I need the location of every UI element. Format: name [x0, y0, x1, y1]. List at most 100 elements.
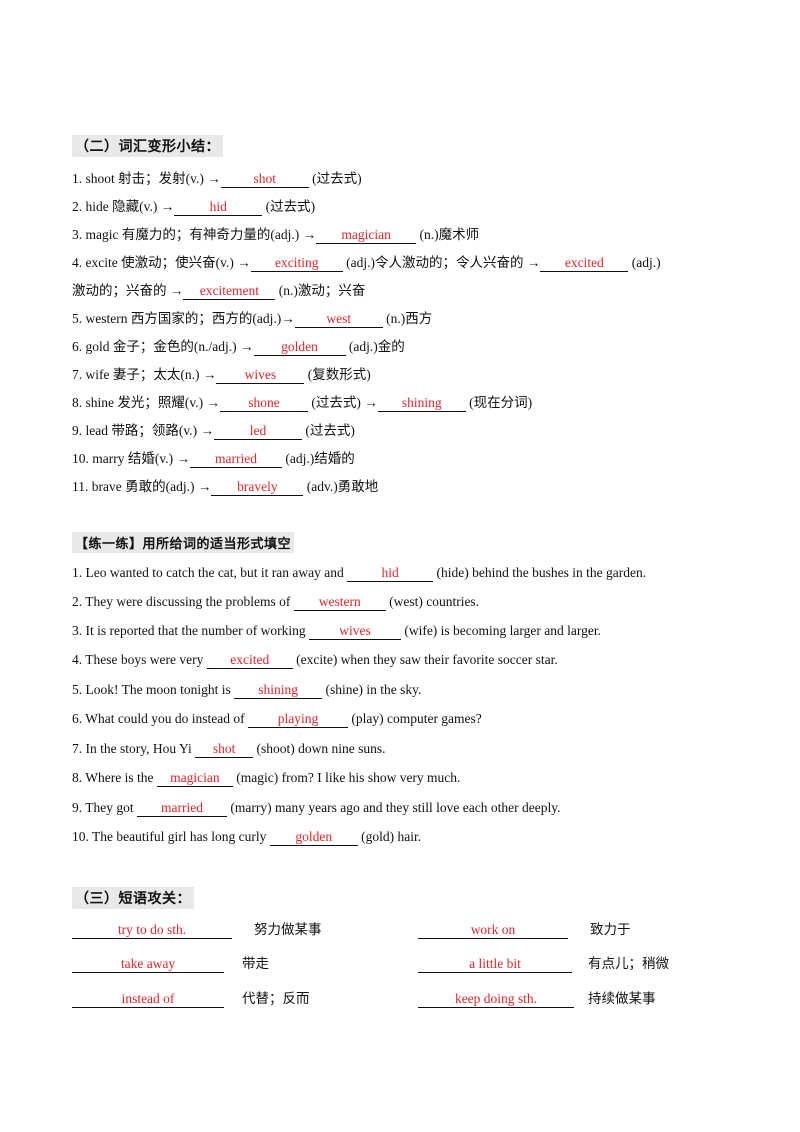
question-text: 5. Look! The moon tonight is — [72, 682, 235, 697]
phrase-meaning: 努力做某事 — [254, 922, 322, 937]
vocab-answer: wives — [216, 367, 305, 384]
vocab-prompt: 7. wife 妻子；太太(n.) → — [72, 367, 217, 382]
vocab-note: (复数形式) — [304, 367, 371, 382]
practice-item-4: 4. These boys were very excited (excite)… — [72, 651, 558, 669]
question-text: (hide) behind the bushes in the garden. — [433, 565, 647, 580]
vocab-answer-2: excited — [540, 255, 629, 272]
question-text: (marry) many years ago and they still lo… — [227, 800, 561, 815]
vocab-note: (n.)魔术师 — [416, 227, 480, 242]
vocab-prompt: 1. shoot 射击；发射(v.) → — [72, 171, 221, 186]
phrase-meaning: 持续做某事 — [588, 991, 656, 1006]
question-text: (play) computer games? — [347, 711, 482, 726]
vocab-prompt: 2. hide 隐藏(v.) → — [72, 199, 175, 214]
vocab-prompt: 3. magic 有魔力的；有神奇力量的(adj.) → — [72, 227, 317, 242]
vocab-note: (adj.)结婚的 — [281, 451, 355, 466]
question-text: 9. They got — [72, 800, 137, 815]
question-text: 2. They were discussing the problems of — [72, 594, 294, 609]
vocab-item-7: 7. wife 妻子；太太(n.) → wives (复数形式) — [72, 366, 371, 384]
practice-item-10: 10. The beautiful girl has long curly go… — [72, 828, 421, 846]
question-text: 1. Leo wanted to catch the cat, but it r… — [72, 565, 348, 580]
vocab-item-4: 4. excite 使激动；使兴奋(v.) → exciting (adj.)令人… — [72, 254, 661, 272]
vocab-answer: led — [213, 423, 302, 440]
practice-item-6: 6. What could you do instead of playing … — [72, 710, 482, 728]
vocab-prompt: 10. marry 结婚(v.) → — [72, 451, 190, 466]
vocab-prompt: 11. brave 勇敢的(adj.) → — [72, 479, 212, 494]
phrase-answer: keep doing sth. — [418, 991, 574, 1008]
practice-item-9: 9. They got married (marry) many years a… — [72, 799, 561, 817]
question-text: (excite) when they saw their favorite so… — [292, 652, 558, 667]
phrase-meaning: 代替；反而 — [242, 991, 310, 1006]
question-text: 4. These boys were very — [72, 652, 207, 667]
practice-item-2: 2. They were discussing the problems of … — [72, 593, 479, 611]
answer-blank: golden — [269, 829, 358, 846]
vocab-answer: bravely — [211, 479, 304, 496]
phrase-meaning: 致力于 — [590, 922, 631, 937]
question-text: (shine) in the sky. — [322, 682, 422, 697]
vocab-item-1: 1. shoot 射击；发射(v.) → shot (过去式) — [72, 170, 362, 188]
vocab-prompt: 4. excite 使激动；使兴奋(v.) → — [72, 255, 251, 270]
phrase-item-right-2: a little bit 有点儿；稍微 — [418, 955, 669, 973]
phrase-answer: take away — [72, 956, 224, 973]
question-text: 7. In the story, Hou Yi — [72, 741, 196, 756]
practice-item-3: 3. It is reported that the number of wor… — [72, 622, 601, 640]
phrase-meaning: 带走 — [242, 956, 269, 971]
practice-item-5: 5. Look! The moon tonight is shining (sh… — [72, 681, 421, 699]
vocab-item-9: 9. lead 带路；领路(v.) → led (过去式) — [72, 422, 355, 440]
question-text: (shoot) down nine suns. — [253, 741, 386, 756]
vocab-prompt: 9. lead 带路；领路(v.) → — [72, 423, 214, 438]
vocab-note: (adv.)勇敢地 — [303, 479, 379, 494]
answer-blank: magician — [156, 770, 233, 787]
vocab-prompt: 6. gold 金子；金色的(n./adj.) → — [72, 339, 254, 354]
phrase-item-left-1: try to do sth. 努力做某事 — [72, 921, 322, 939]
phrase-answer: work on — [418, 922, 568, 939]
section-2-title: （二）词汇变形小结： — [72, 135, 223, 157]
practice-item-1: 1. Leo wanted to catch the cat, but it r… — [72, 564, 646, 582]
answer-blank: shot — [195, 741, 254, 758]
vocab-answer: shone — [220, 395, 308, 412]
vocab-item-11: 11. brave 勇敢的(adj.) → bravely (adv.)勇敢地 — [72, 478, 378, 496]
vocab-note: (n.)激动；兴奋 — [275, 283, 366, 298]
phrase-answer: try to do sth. — [72, 922, 232, 939]
answer-blank: wives — [308, 623, 401, 640]
phrase-meaning: 有点儿；稍微 — [588, 956, 669, 971]
vocab-answer: excitement — [183, 283, 276, 300]
vocab-answer: hid — [174, 199, 263, 216]
phrase-answer: instead of — [72, 991, 224, 1008]
vocab-prompt: 8. shine 发光；照耀(v.) → — [72, 395, 220, 410]
vocab-answer: exciting — [250, 255, 343, 272]
answer-blank: playing — [247, 711, 348, 728]
question-text: 3. It is reported that the number of wor… — [72, 623, 309, 638]
vocab-note: (adj.)令人激动的；令人兴奋的 → — [342, 255, 541, 270]
vocab-prompt: 5. western 西方国家的；西方的(adj.)→ — [72, 311, 295, 326]
vocab-item-6: 6. gold 金子；金色的(n./adj.) → golden (adj.)金的 — [72, 338, 405, 356]
vocab-item-2: 2. hide 隐藏(v.) → hid (过去式) — [72, 198, 315, 216]
vocab-note: (现在分词) — [465, 395, 533, 410]
phrase-item-left-2: take away 带走 — [72, 955, 269, 973]
answer-blank: hid — [347, 565, 434, 582]
question-text: (gold) hair. — [357, 829, 422, 844]
phrase-item-left-3: instead of 代替；反而 — [72, 990, 310, 1008]
vocab-answer-2: shining — [377, 395, 466, 412]
answer-blank: shining — [234, 682, 323, 699]
practice-title: 【练一练】用所给词的适当形式填空 — [72, 532, 295, 553]
vocab-item-10: 10. marry 结婚(v.) → married (adj.)结婚的 — [72, 450, 355, 468]
phrase-item-right-1: work on 致力于 — [418, 921, 631, 939]
vocab-answer: west — [294, 311, 383, 328]
question-text: (wife) is becoming larger and larger. — [400, 623, 602, 638]
vocab-answer: magician — [316, 227, 417, 244]
vocab-note: (adj.) — [628, 255, 661, 270]
vocab-answer: golden — [253, 339, 346, 356]
vocab-note: (过去式) → — [308, 395, 378, 410]
vocab-item-3: 3. magic 有魔力的；有神奇力量的(adj.) → magician (n.… — [72, 226, 479, 244]
vocab-note: (n.)西方 — [382, 311, 433, 326]
vocab-note: (过去式) — [301, 423, 355, 438]
vocab-answer: married — [189, 451, 282, 468]
vocab-item-5: 5. western 西方国家的；西方的(adj.)→ west (n.)西方 — [72, 310, 432, 328]
practice-item-7: 7. In the story, Hou Yi shot (shoot) dow… — [72, 740, 386, 758]
vocab-item-4-cont: 激动的；兴奋的 → excitement (n.)激动；兴奋 — [72, 282, 365, 300]
question-text: 10. The beautiful girl has long curly — [72, 829, 270, 844]
answer-blank: married — [137, 800, 227, 817]
practice-item-8: 8. Where is the magician (magic) from? I… — [72, 769, 460, 787]
vocab-prompt: 激动的；兴奋的 → — [72, 283, 184, 298]
